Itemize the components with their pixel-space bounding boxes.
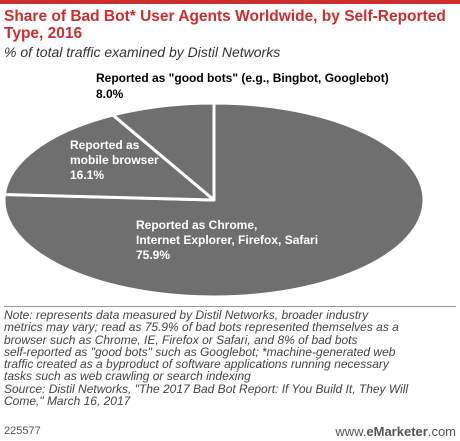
pie-slice (2, 101, 426, 299)
slice-value-label: 8.0% (96, 87, 124, 101)
source-line: Come," March 16, 2017 (4, 394, 131, 409)
source-line: Source: Distil Networks, "The 2017 Bad B… (4, 381, 409, 396)
chart-subtitle: % of total traffic examined by Distil Ne… (4, 44, 281, 60)
slice-label: Reported as "good bots" (e.g., Bingbot, … (96, 71, 389, 85)
chart-id: 225577 (4, 425, 41, 437)
slice-label: mobile browser (70, 153, 159, 167)
note-divider (4, 306, 456, 307)
slice-value-label: 16.1% (70, 168, 104, 182)
slice-value-label: 75.9% (136, 248, 170, 262)
chart-note: Note: represents data measured by Distil… (4, 308, 456, 409)
slice-label: Reported as (70, 138, 140, 152)
slice-label: Reported as Chrome, (136, 218, 257, 232)
pie-slice (2, 113, 216, 202)
footer: 225577 www.eMarketer.com (4, 424, 456, 439)
pie-slices (2, 101, 426, 299)
note-line: Note: represents data measured by Distil… (4, 308, 369, 322)
slice-label: Internet Explorer, Firefox, Safari (136, 233, 318, 247)
slice-labels: Reported as Chrome,Internet Explorer, Fi… (70, 71, 389, 262)
note-line: self-reported as "good bots" such as Goo… (4, 344, 396, 359)
brand-logo: www.eMarketer.com (335, 424, 456, 439)
note-line: metrics may vary; read as 75.9% of bad b… (4, 320, 399, 335)
pie-slice (111, 101, 216, 202)
pie-chart: Reported as Chrome,Internet Explorer, Fi… (2, 71, 426, 299)
chart-title: Share of Bad Bot* User Agents Worldwide,… (4, 8, 446, 42)
note-line: tasks such as web crawling or search ind… (4, 369, 251, 384)
top-rule (0, 0, 460, 4)
note-line: browser such as Chrome, IE, Firefox or S… (4, 332, 358, 347)
note-line: traffic created as a byproduct of softwa… (4, 357, 389, 372)
